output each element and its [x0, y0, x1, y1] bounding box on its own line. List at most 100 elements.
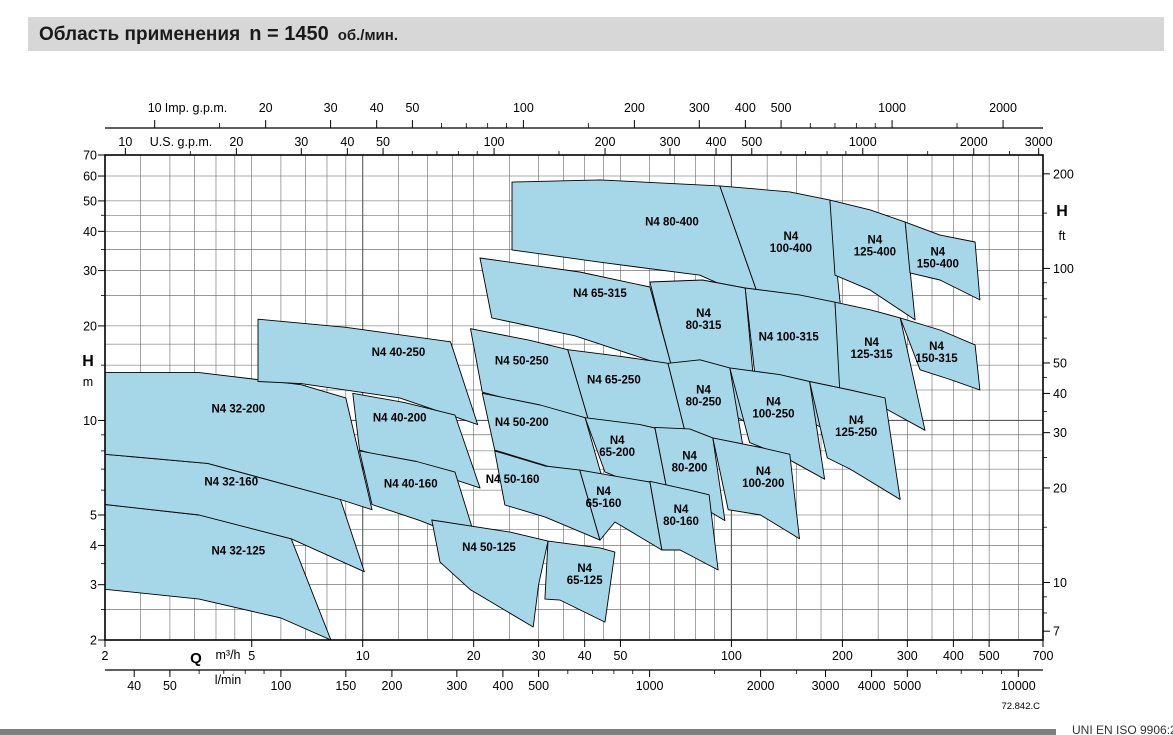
h-m-tick-label: 60	[83, 170, 97, 184]
axis-bottom-m3h: 2 5 10 20 30 40 50 100 200 300 400 500 700 Q m³/h	[102, 640, 1054, 667]
lmin-tick-label: 3000	[812, 679, 840, 693]
pump-region-label: N4 32-200	[212, 404, 266, 416]
pump-region-label: N4 65-200	[599, 435, 635, 459]
imp-gpm-tick-label: 2000	[989, 101, 1017, 115]
h-ft-tick-label: 100	[1053, 262, 1074, 276]
imp-gpm-tick-label: 20	[259, 101, 273, 115]
h-m-axis-title: m	[83, 375, 93, 389]
us-gpm-tick-label: 10	[118, 135, 132, 149]
pump-region-label: N4 125-400	[854, 235, 896, 259]
pump-region-label: N4 150-315	[915, 341, 958, 365]
axis-right-ft: 7 10 20 30 40 50 100 200 Hft	[1043, 167, 1074, 639]
m3h-tick-label: 40	[578, 649, 592, 663]
pump-region-label: N4 32-125	[212, 546, 266, 558]
h-ft-tick-label: 7	[1053, 625, 1060, 639]
h-ft-axis-title: ft	[1059, 229, 1066, 243]
speed-unit-label: об./мин.	[337, 27, 399, 44]
pump-region-label: N4 80-200	[672, 451, 708, 475]
us-gpm-tick-label: 400	[706, 135, 727, 149]
pump-region-label: N4 100-315	[759, 332, 820, 344]
speed-label: n = 1450	[249, 23, 329, 45]
imp-gpm-tick-label: 100	[513, 101, 534, 115]
lmin-tick-label: 200	[381, 679, 402, 693]
h-m-tick-label: 40	[83, 225, 97, 239]
pump-region-label: N4 125-315	[850, 337, 893, 361]
m3h-tick-label: 700	[1033, 649, 1054, 663]
us-gpm-tick-label: 2000	[960, 135, 988, 149]
lmin-tick-label: 300	[446, 679, 467, 693]
h-axis-symbol-left: H	[82, 353, 94, 370]
footer-bar	[0, 729, 1056, 735]
frame	[104, 154, 1044, 641]
m3h-tick-label: 2	[102, 649, 109, 663]
pump-region-label: N4 65-125	[567, 563, 603, 587]
axis-top-imp-gpm: 10 20 30 40 50 100 200 300 400 500 1000 2000 Imp. g.…	[105, 101, 1043, 129]
m3h-tick-label: 50	[613, 649, 627, 663]
pump-region-label: N4 40-160	[384, 478, 438, 490]
pump-region	[904, 221, 981, 301]
h-m-tick-label: 10	[83, 414, 97, 428]
m3h-tick-label: 30	[532, 649, 546, 663]
h-m-tick-label: 70	[83, 149, 97, 163]
imp-gpm-tick-label: 40	[370, 101, 384, 115]
lmin-tick-label: 400	[492, 679, 513, 693]
imp-gpm-tick-label: 1000	[878, 101, 906, 115]
pump-region-label: N4 50-160	[486, 474, 540, 486]
pump-region-labels: N4 32-125 N4 32-160 N4 32-200 N4 40-250 N4 4…	[204, 216, 959, 586]
us-gpm-tick-label: 500	[741, 135, 762, 149]
imp-gpm-tick-label: 200	[624, 101, 645, 115]
lmin-tick-label: 40	[127, 679, 141, 693]
us-gpm-tick-label: 100	[484, 135, 505, 149]
pump-region-label: N4 150-400	[917, 247, 959, 271]
m3h-tick-label: 400	[943, 649, 964, 663]
pump-region-label: N4 100-250	[752, 396, 794, 420]
standard-label: UNI EN ISO 9906:2012	[1072, 723, 1173, 735]
pump-region	[809, 381, 901, 500]
imp-gpm-tick-label: 50	[405, 101, 419, 115]
us-gpm-tick-label: 30	[294, 135, 308, 149]
axis-bottom-lmin: 40 50 100 150 200 300 400 500 1000 2000 3000 4000 50…	[105, 669, 1043, 693]
pump-region	[712, 437, 800, 540]
pump-region-label: N4 65-250	[587, 375, 641, 387]
imp-gpm-tick-label: 400	[735, 101, 756, 115]
h-m-tick-label: 5	[90, 509, 97, 523]
h-m-tick-label: 50	[83, 194, 97, 208]
axis-left-m: 2 3 4 5 10 20 30 40 50 60 70 Hm	[82, 149, 105, 648]
pump-region-label: N4 100-200	[742, 466, 784, 490]
pump-region-label: N4 50-250	[495, 356, 549, 368]
pump-region-label: N4 80-250	[686, 385, 722, 409]
lmin-tick-label: 50	[163, 679, 177, 693]
h-ft-tick-label: 40	[1053, 387, 1067, 401]
h-m-tick-label: 30	[83, 264, 97, 278]
m3h-tick-label: 20	[467, 649, 481, 663]
imp-gpm-tick-label: 300	[689, 101, 710, 115]
pump-region	[104, 372, 373, 511]
pump-region-label: N4 50-200	[495, 417, 549, 429]
h-ft-tick-label: 20	[1053, 481, 1067, 495]
h-ft-tick-label: 50	[1053, 356, 1067, 370]
pump-region-label: N4 80-160	[663, 504, 699, 528]
page-title: Область применения	[39, 24, 241, 45]
us-gpm-tick-label: 3000	[1025, 135, 1053, 149]
imp-gpm-tick-label: 500	[771, 101, 792, 115]
q-axis-symbol: Q	[190, 650, 202, 667]
pump-region-label: N4 80-315	[686, 308, 722, 332]
pump-region-label: N4 40-200	[373, 413, 427, 425]
pump-region	[829, 199, 916, 321]
pump-region	[352, 392, 481, 489]
h-m-tick-label: 3	[90, 578, 97, 592]
drawing-code-group: 72.842.C	[1001, 701, 1040, 712]
h-ft-tick-label: 10	[1053, 576, 1067, 590]
pump-region-label: N4 65-315	[573, 288, 627, 300]
plot-frame	[104, 154, 1044, 641]
lmin-tick-label: 1000	[636, 679, 664, 693]
h-ft-tick-label: 200	[1053, 167, 1074, 181]
lmin-tick-label: 4000	[858, 679, 886, 693]
m3h-tick-label: 200	[832, 649, 853, 663]
us-gpm-axis-title: U.S. g.p.m.	[150, 135, 213, 149]
m3h-tick-label: 5	[248, 649, 255, 663]
pump-region	[729, 367, 826, 480]
imp-gpm-axis-title: Imp. g.p.m.	[165, 101, 228, 115]
